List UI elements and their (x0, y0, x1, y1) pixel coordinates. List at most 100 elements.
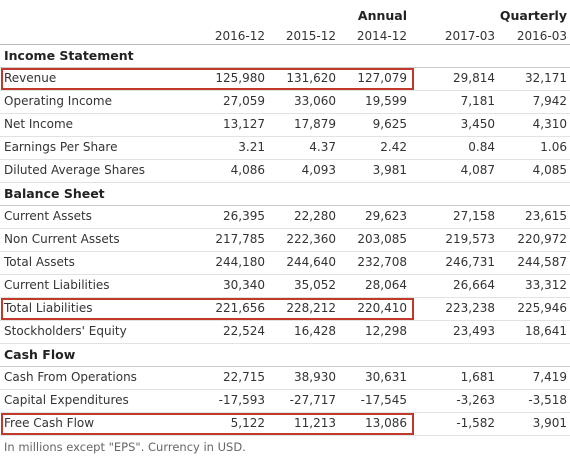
cell-value: -3,518 (528, 393, 567, 407)
cell-value: 38,930 (294, 370, 336, 384)
cell-value: 9,625 (372, 117, 407, 131)
cell-value: 23,615 (525, 209, 567, 223)
row-rule (0, 136, 570, 137)
cell-value: -17,593 (218, 393, 265, 407)
cell-value: 3,981 (372, 163, 407, 177)
column-header: 2015-12 (285, 29, 336, 43)
cell-value: 17,879 (294, 117, 336, 131)
cell-value: 4,087 (460, 163, 495, 177)
row-label: Total Liabilities (4, 301, 93, 315)
cell-value: 244,587 (517, 255, 567, 269)
column-header: 2016-12 (214, 29, 265, 43)
row-label: Current Liabilities (4, 278, 110, 292)
cell-value: 217,785 (215, 232, 265, 246)
row-label: Total Assets (4, 255, 75, 269)
row-label: Capital Expenditures (4, 393, 129, 407)
row-rule (0, 205, 570, 206)
row-rule (0, 159, 570, 160)
row-label: Earnings Per Share (4, 140, 118, 154)
cell-value: 16,428 (294, 324, 336, 338)
row-rule (0, 412, 570, 413)
cell-value: 4,086 (230, 163, 265, 177)
cell-value: 244,640 (286, 255, 336, 269)
row-rule (0, 182, 570, 183)
cell-value: 219,573 (445, 232, 495, 246)
cell-value: 1.06 (540, 140, 567, 154)
row-rule (0, 67, 570, 68)
row-label: Revenue (4, 71, 57, 85)
column-header: 2017-03 (444, 29, 495, 43)
row-rule (0, 113, 570, 114)
cell-value: 232,708 (357, 255, 407, 269)
cell-value: 5,122 (230, 416, 265, 430)
row-rule (0, 274, 570, 275)
cell-value: 127,079 (357, 71, 407, 85)
cell-value: 23,493 (453, 324, 495, 338)
cell-value: 131,620 (286, 71, 336, 85)
cell-value: 4,093 (301, 163, 336, 177)
cell-value: 12,298 (365, 324, 407, 338)
row-label: Operating Income (4, 94, 112, 108)
cell-value: 225,946 (517, 301, 567, 315)
footnote: In millions except "EPS". Currency in US… (4, 440, 246, 454)
cell-value: 221,656 (215, 301, 265, 315)
cell-value: 220,410 (357, 301, 407, 315)
cell-value: 4.37 (309, 140, 336, 154)
cell-value: 35,052 (294, 278, 336, 292)
cell-value: 26,664 (453, 278, 495, 292)
cell-value: 228,212 (286, 301, 336, 315)
cell-value: 27,158 (453, 209, 495, 223)
row-label: Non Current Assets (4, 232, 120, 246)
cell-value: 0.84 (468, 140, 495, 154)
cell-value: 27,059 (223, 94, 265, 108)
cell-value: 11,213 (294, 416, 336, 430)
cell-value: 222,360 (286, 232, 336, 246)
row-rule (0, 366, 570, 367)
cell-value: 3,450 (460, 117, 495, 131)
row-rule (0, 343, 570, 344)
cell-value: 18,641 (525, 324, 567, 338)
cell-value: -27,717 (289, 393, 336, 407)
row-rule (0, 297, 570, 298)
cell-value: 13,127 (223, 117, 265, 131)
cell-value: 26,395 (223, 209, 265, 223)
cell-value: 7,181 (460, 94, 495, 108)
row-rule (0, 320, 570, 321)
row-rule (0, 389, 570, 390)
cell-value: 32,171 (525, 71, 567, 85)
cell-value: 3.21 (238, 140, 265, 154)
cell-value: 29,623 (365, 209, 407, 223)
cell-value: 203,085 (357, 232, 407, 246)
cell-value: 125,980 (215, 71, 265, 85)
cell-value: 220,972 (517, 232, 567, 246)
annual-header: Annual (357, 8, 407, 23)
cell-value: 22,524 (223, 324, 265, 338)
cell-value: 30,631 (365, 370, 407, 384)
column-header: 2016-03 (516, 29, 567, 43)
section-title: Cash Flow (4, 347, 76, 362)
row-label: Cash From Operations (4, 370, 137, 384)
row-rule (0, 228, 570, 229)
row-label: Current Assets (4, 209, 92, 223)
cell-value: 2.42 (380, 140, 407, 154)
cell-value: 33,060 (294, 94, 336, 108)
cell-value: 19,599 (365, 94, 407, 108)
row-rule (0, 90, 570, 91)
cell-value: 30,340 (223, 278, 265, 292)
section-title: Income Statement (4, 48, 134, 63)
cell-value: 4,085 (532, 163, 567, 177)
cell-value: 33,312 (525, 278, 567, 292)
cell-value: -1,582 (456, 416, 495, 430)
row-label: Net Income (4, 117, 74, 131)
row-label: Free Cash Flow (4, 416, 95, 430)
highlight-box (1, 68, 414, 90)
cell-value: 29,814 (453, 71, 495, 85)
quarterly-header: Quarterly (499, 8, 567, 23)
row-label: Diluted Average Shares (4, 163, 146, 177)
column-header: 2014-12 (356, 29, 407, 43)
cell-value: 13,086 (365, 416, 407, 430)
cell-value: 22,280 (294, 209, 336, 223)
highlight-box (1, 298, 414, 320)
cell-value: 3,901 (532, 416, 567, 430)
cell-value: 1,681 (460, 370, 495, 384)
